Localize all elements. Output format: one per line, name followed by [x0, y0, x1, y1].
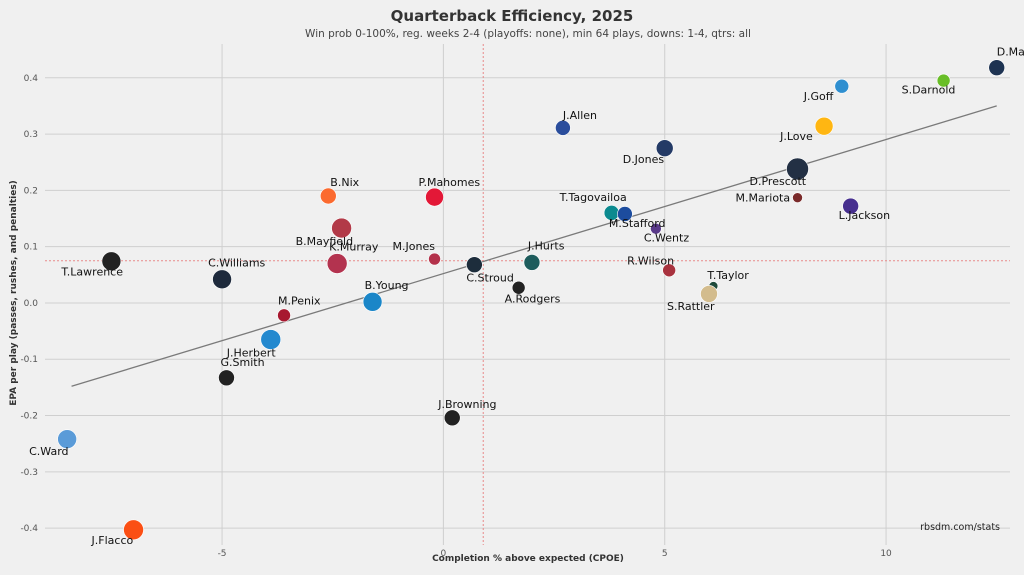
y-tick-label: -0.1	[20, 355, 38, 365]
qb-label: S.Darnold	[902, 84, 956, 97]
qb-label: B.Young	[365, 279, 409, 292]
trend-line	[71, 105, 997, 387]
qb-label: J.Herbert	[226, 347, 277, 360]
y-axis-label: EPA per play (passes, rushes, and penalt…	[9, 180, 19, 406]
qb-point	[466, 256, 483, 273]
qb-point	[792, 192, 803, 203]
qb-point	[428, 252, 441, 266]
qb-labels: D.Maye S.Darnold J.Goff J.Love D.Prescott L.J…	[29, 46, 1024, 547]
qb-label: J.Flacco	[91, 534, 134, 547]
qb-label: J.Hurts	[527, 239, 565, 252]
qb-label: G.Smith	[220, 356, 264, 369]
qb-label: M.Jones	[393, 240, 436, 253]
qb-point	[655, 139, 674, 157]
qb-label: J.Allen	[562, 109, 597, 122]
qb-label: A.Rodgers	[505, 293, 561, 306]
qb-point	[218, 369, 235, 387]
source-credit: rbsdm.com/stats	[920, 522, 1000, 533]
qb-point	[814, 116, 834, 136]
qb-point	[101, 251, 122, 272]
qb-point	[212, 269, 232, 290]
x-axis-label: Completion % above expected (CPOE)	[432, 554, 624, 564]
qb-label: B.Nix	[330, 176, 359, 189]
qb-label: D.Maye	[997, 46, 1024, 59]
qb-point	[523, 254, 541, 271]
qb-label: C.Wentz	[644, 232, 689, 245]
qb-point	[842, 197, 859, 215]
qb-label: J.Browning	[437, 398, 496, 411]
qb-point	[834, 78, 850, 94]
regression-line	[71, 105, 997, 387]
qb-label: D.Jones	[623, 153, 665, 166]
qb-point	[700, 285, 718, 303]
qb-label: B.Mayfield	[296, 235, 354, 248]
qb-point	[650, 222, 662, 235]
y-tick-label: -0.4	[20, 524, 38, 534]
qb-point	[555, 120, 571, 136]
axis-ticks: -0.4 -0.3 -0.2 -0.1 0.0 0.1 0.2 0.3 0.4 -5 0 5 10	[20, 74, 892, 559]
qb-label: D.Prescott	[750, 175, 807, 188]
x-tick-label: 0	[441, 549, 447, 559]
qb-point	[362, 292, 383, 312]
qb-point	[57, 429, 77, 449]
y-tick-label: 0.2	[24, 186, 38, 196]
qb-label: P.Mahomes	[419, 176, 481, 189]
x-tick-label: 5	[662, 549, 668, 559]
qb-label: M.Mariota	[736, 192, 791, 205]
y-tick-label: -0.2	[20, 412, 38, 422]
qb-label: S.Rattler	[667, 300, 715, 313]
qb-point	[662, 263, 676, 278]
qb-label: L.Jackson	[839, 209, 890, 222]
x-tick-label: -5	[218, 549, 227, 559]
qb-label: C.Stroud	[466, 272, 513, 285]
qb-label: C.Williams	[208, 256, 265, 269]
y-tick-label: -0.3	[20, 468, 38, 478]
mean-lines	[45, 44, 1010, 545]
chart-subtitle: Win prob 0-100%, reg. weeks 2-4 (playoff…	[305, 28, 751, 40]
qb-label: C.Ward	[29, 445, 68, 458]
qb-points	[57, 59, 1006, 541]
qb-label: M.Penix	[278, 294, 321, 307]
qb-point	[786, 157, 809, 181]
qb-point	[326, 253, 348, 274]
grid-lines	[45, 44, 1010, 545]
qb-point	[260, 329, 282, 350]
qb-label: M.Stafford	[609, 217, 666, 230]
y-tick-label: 0.1	[24, 243, 38, 253]
qb-point	[511, 280, 526, 295]
chart-title: Quarterback Efficiency, 2025	[391, 7, 634, 25]
qb-point	[320, 187, 337, 205]
qb-label: K.Murray	[329, 241, 379, 254]
qb-label: T.Taylor	[706, 269, 749, 282]
qb-point	[425, 187, 444, 207]
qb-point	[617, 206, 633, 222]
qb-point	[123, 519, 144, 541]
qb-point	[988, 59, 1006, 76]
qb-label: R.Wilson	[627, 254, 674, 267]
y-tick-label: 0.0	[24, 299, 39, 309]
y-tick-label: 0.3	[24, 130, 38, 140]
qb-point	[277, 308, 291, 323]
qb-point	[331, 217, 352, 239]
qb-label: J.Goff	[803, 90, 834, 103]
x-tick-label: 10	[880, 549, 892, 559]
qb-label: T.Tagovailoa	[559, 191, 627, 204]
qb-label: J.Love	[779, 130, 813, 143]
qb-point	[936, 73, 951, 88]
qb-label: T.Lawrence	[60, 265, 123, 278]
qb-point	[443, 409, 461, 427]
y-tick-label: 0.4	[24, 74, 39, 84]
